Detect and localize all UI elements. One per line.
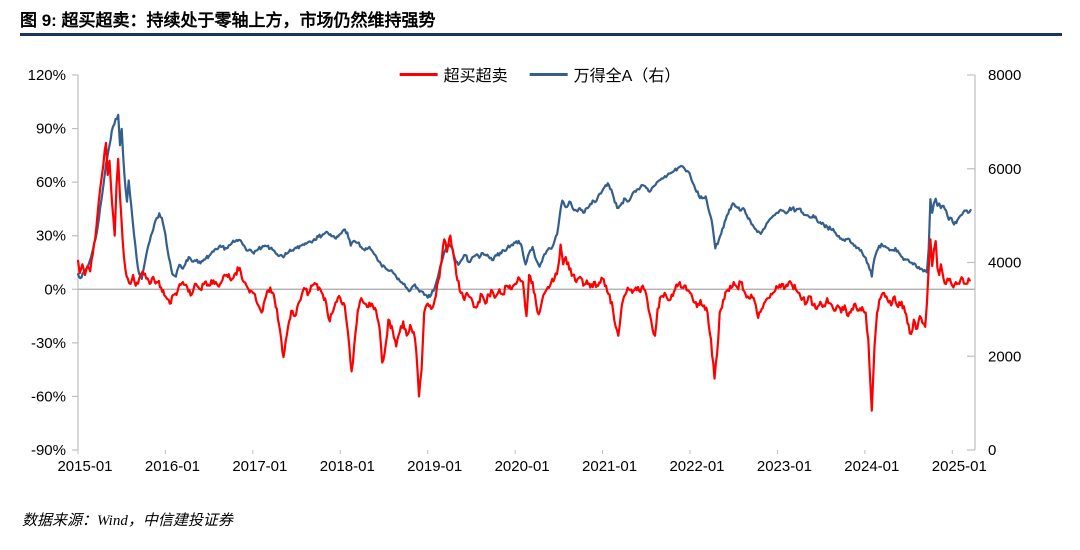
- legend-item: 超买超卖: [399, 62, 508, 86]
- left-axis-tick-label: 0%: [44, 281, 66, 298]
- x-axis-tick-label: 2021-01: [582, 458, 637, 475]
- right-axis-tick-label: 4000: [988, 255, 1021, 272]
- right-axis-tick-label: 8000: [988, 67, 1021, 84]
- left-axis-tick-label: -30%: [31, 335, 66, 352]
- left-axis-tick-label: -90%: [31, 442, 66, 459]
- right-axis-tick-label: 6000: [988, 161, 1021, 178]
- title-rule: [20, 33, 1062, 36]
- x-axis-tick-label: 2025-01: [932, 458, 987, 475]
- left-axis-tick-label: 120%: [28, 67, 66, 84]
- legend: 超买超卖 万得全A（右）: [399, 62, 681, 86]
- x-axis-tick-label: 2015-01: [57, 458, 112, 475]
- left-axis-tick-label: -60%: [31, 388, 66, 405]
- right-axis-tick-label: 0: [988, 442, 996, 459]
- x-axis-tick-label: 2017-01: [232, 458, 287, 475]
- series-overbought-oversold-line: [76, 141, 971, 412]
- x-axis-tick-label: 2023-01: [757, 458, 812, 475]
- legend-item: 万得全A（右）: [529, 62, 681, 86]
- legend-label: 万得全A（右）: [573, 68, 681, 85]
- left-axis-tick-label: 90%: [36, 121, 66, 138]
- legend-label: 超买超卖: [443, 68, 508, 85]
- x-axis-tick-label: 2024-01: [844, 458, 899, 475]
- x-axis-tick-label: 2020-01: [495, 458, 550, 475]
- right-axis-tick-label: 2000: [988, 348, 1021, 365]
- left-axis-tick-label: 30%: [36, 228, 66, 245]
- series-wind-all-a-line: [76, 113, 972, 299]
- source-note: 数据来源：Wind，中信建投证券: [22, 513, 233, 529]
- x-axis-tick-label: 2022-01: [669, 458, 724, 475]
- x-axis-tick-label: 2018-01: [320, 458, 375, 475]
- figure-title: 图 9: 超买超卖：持续处于零轴上方，市场仍然维持强势: [20, 11, 436, 30]
- x-axis-tick-label: 2019-01: [407, 458, 462, 475]
- x-axis-tick-label: 2016-01: [145, 458, 200, 475]
- left-axis-tick-label: 60%: [36, 174, 66, 191]
- legend-swatch-red: [399, 72, 438, 76]
- legend-swatch-blue: [529, 72, 568, 76]
